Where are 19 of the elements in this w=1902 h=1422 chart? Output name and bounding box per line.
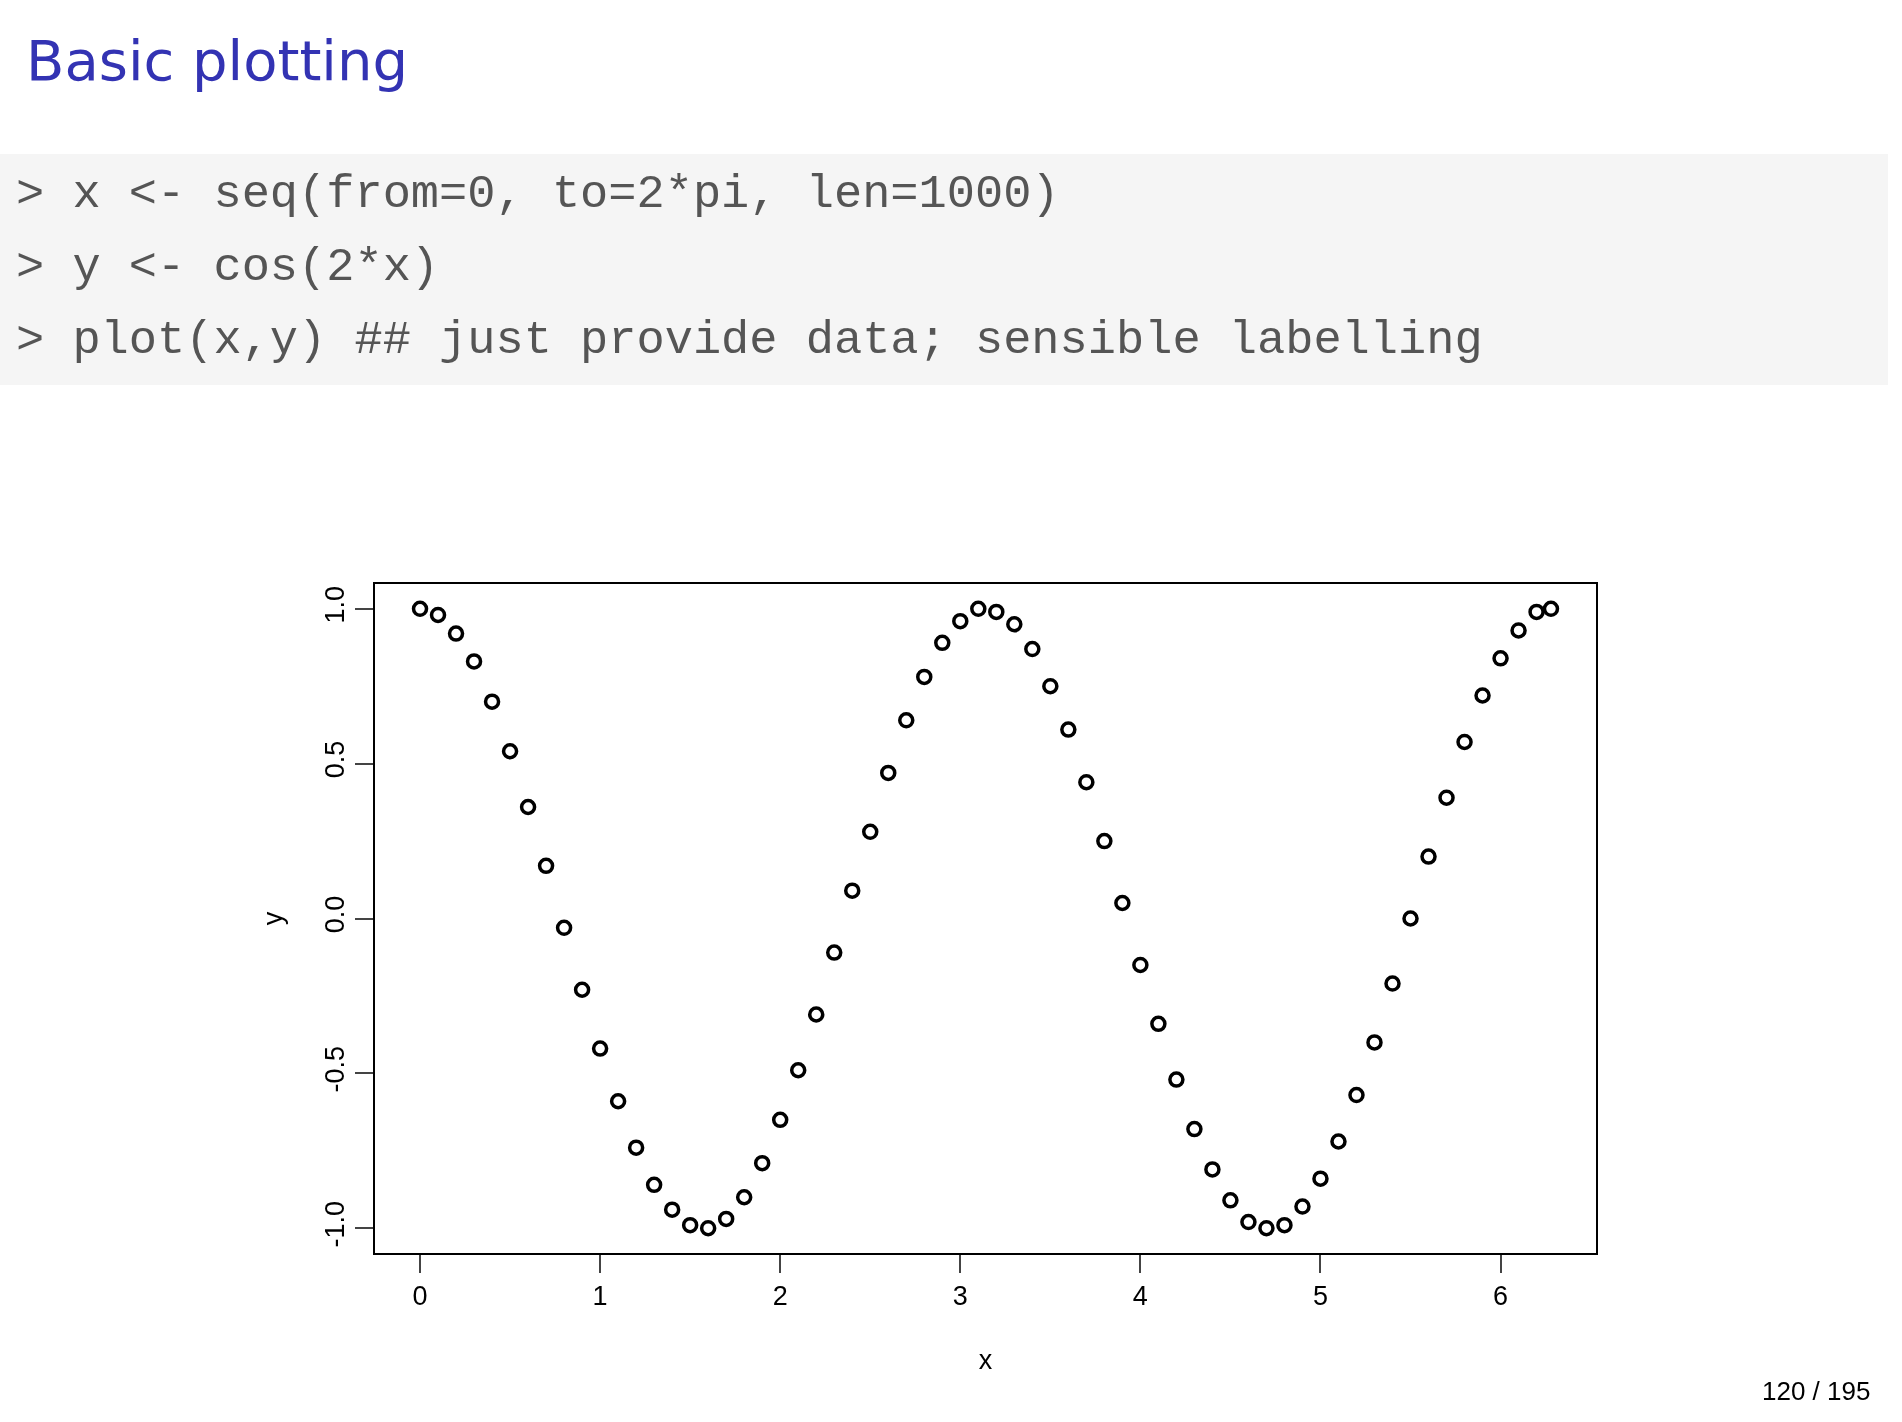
- y-tick-label: 0.0: [320, 895, 351, 934]
- text: > plot(x,y) ## just provide data; sensible labelling: [16, 314, 1483, 367]
- x-tick-label: 1: [592, 1281, 608, 1312]
- y-tick-label: -1.0: [320, 1200, 351, 1248]
- x-tick-label: 0: [412, 1281, 428, 1312]
- x-tick-label: 5: [1312, 1281, 1328, 1312]
- x-tick-label: 4: [1132, 1281, 1148, 1312]
- y-tick-label: 1.0: [320, 585, 351, 624]
- y-tick-label: 0.5: [320, 740, 351, 779]
- text: 120 / 195: [1762, 1376, 1871, 1406]
- x-tick-label: 6: [1493, 1281, 1509, 1312]
- y-axis-title: y: [258, 911, 288, 926]
- text: > y <- cos(2*x): [16, 241, 440, 294]
- text: > x <- seq(from=0, to=2*pi, len=1000): [16, 168, 1060, 221]
- x-tick-label: 2: [772, 1281, 788, 1312]
- x-tick-label: 3: [952, 1281, 968, 1312]
- chart-title: Basic plotting: [26, 28, 408, 93]
- y-tick-label: -0.5: [320, 1046, 351, 1093]
- x-axis-title: x: [978, 1345, 993, 1376]
